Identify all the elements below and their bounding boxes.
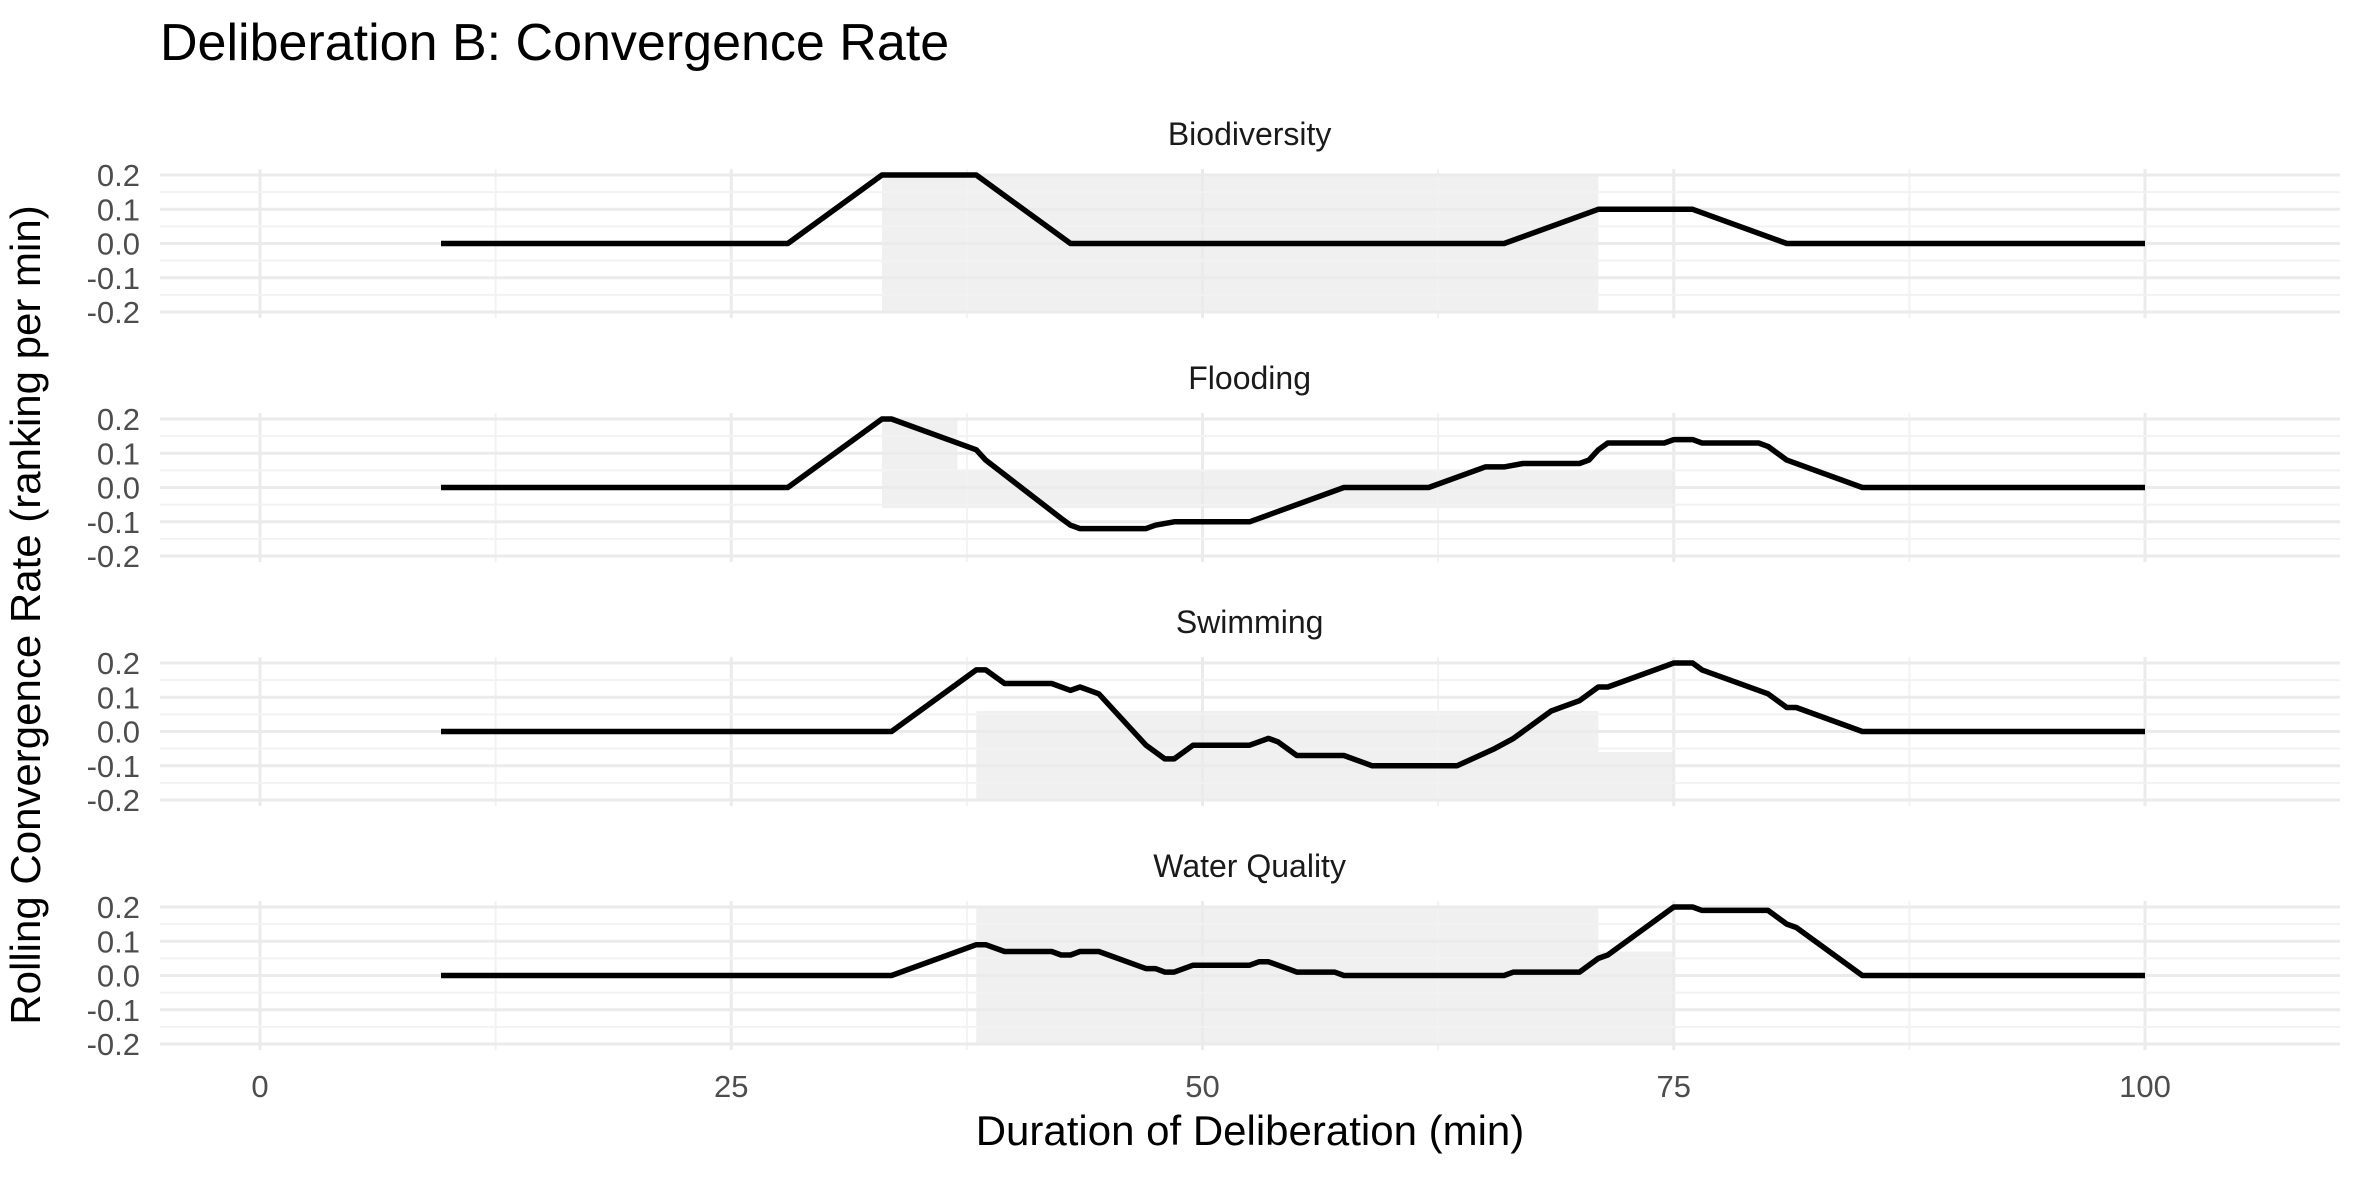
y-tick-label: -0.2 bbox=[87, 295, 140, 330]
series-line bbox=[441, 904, 2145, 979]
y-tick-label: -0.2 bbox=[87, 783, 140, 818]
x-tick-label: 75 bbox=[1657, 1069, 1691, 1104]
x-tick-label: 100 bbox=[2119, 1069, 2171, 1104]
facet-label: Water Quality bbox=[1153, 848, 1346, 884]
series-line bbox=[441, 416, 2145, 532]
shaded-band bbox=[260, 419, 1674, 509]
facet-label: Swimming bbox=[1176, 604, 1324, 640]
x-axis-label: Duration of Deliberation (min) bbox=[976, 1107, 1525, 1154]
panel-flooding: -0.2-0.10.00.10.2 Flooding bbox=[87, 360, 2340, 574]
y-tick-label: -0.1 bbox=[87, 993, 140, 1028]
y-tick-label: -0.2 bbox=[87, 1027, 140, 1062]
panel-swimming: -0.2-0.10.00.10.2 Swimming bbox=[87, 604, 2340, 818]
y-tick-label: 0.2 bbox=[97, 646, 140, 681]
panel-biodiversity: -0.2-0.10.00.10.2 Biodiversity bbox=[87, 116, 2340, 330]
series-line bbox=[441, 172, 2145, 247]
chart-title: Deliberation B: Convergence Rate bbox=[160, 14, 949, 72]
y-tick-label: 0.1 bbox=[97, 436, 140, 471]
y-tick-label: -0.1 bbox=[87, 261, 140, 296]
x-tick-label: 0 bbox=[251, 1069, 268, 1104]
y-tick-label: 0.2 bbox=[97, 402, 140, 437]
y-tick-label: 0.1 bbox=[97, 680, 140, 715]
y-tick-label: 0.0 bbox=[97, 715, 140, 750]
y-tick-label: -0.1 bbox=[87, 749, 140, 784]
y-tick-label: 0.0 bbox=[97, 471, 140, 506]
y-tick-label: 0.1 bbox=[97, 924, 140, 959]
y-axis-label: Rolling Convergence Rate (ranking per mi… bbox=[2, 205, 49, 1024]
y-tick-label: 0.0 bbox=[97, 959, 140, 994]
facet-label: Flooding bbox=[1188, 360, 1311, 396]
x-axis: 0 25 50 75 100 bbox=[251, 1069, 2170, 1104]
y-tick-label: 0.1 bbox=[97, 192, 140, 227]
series-line bbox=[441, 660, 2145, 769]
x-tick-label: 50 bbox=[1185, 1069, 1219, 1104]
y-tick-label: 0.2 bbox=[97, 158, 140, 193]
y-tick-label: -0.1 bbox=[87, 505, 140, 540]
x-tick-label: 25 bbox=[714, 1069, 748, 1104]
y-tick-label: 0.2 bbox=[97, 890, 140, 925]
y-tick-label: -0.2 bbox=[87, 539, 140, 574]
y-tick-label: 0.0 bbox=[97, 227, 140, 262]
shaded-band bbox=[260, 711, 1674, 800]
panel-water-quality: -0.2-0.10.00.10.2 Water Quality bbox=[87, 848, 2340, 1062]
facet-panels: -0.2-0.10.00.10.2Biodiversity-0.2-0.10.0… bbox=[87, 116, 2340, 1062]
facet-label: Biodiversity bbox=[1168, 116, 1332, 152]
